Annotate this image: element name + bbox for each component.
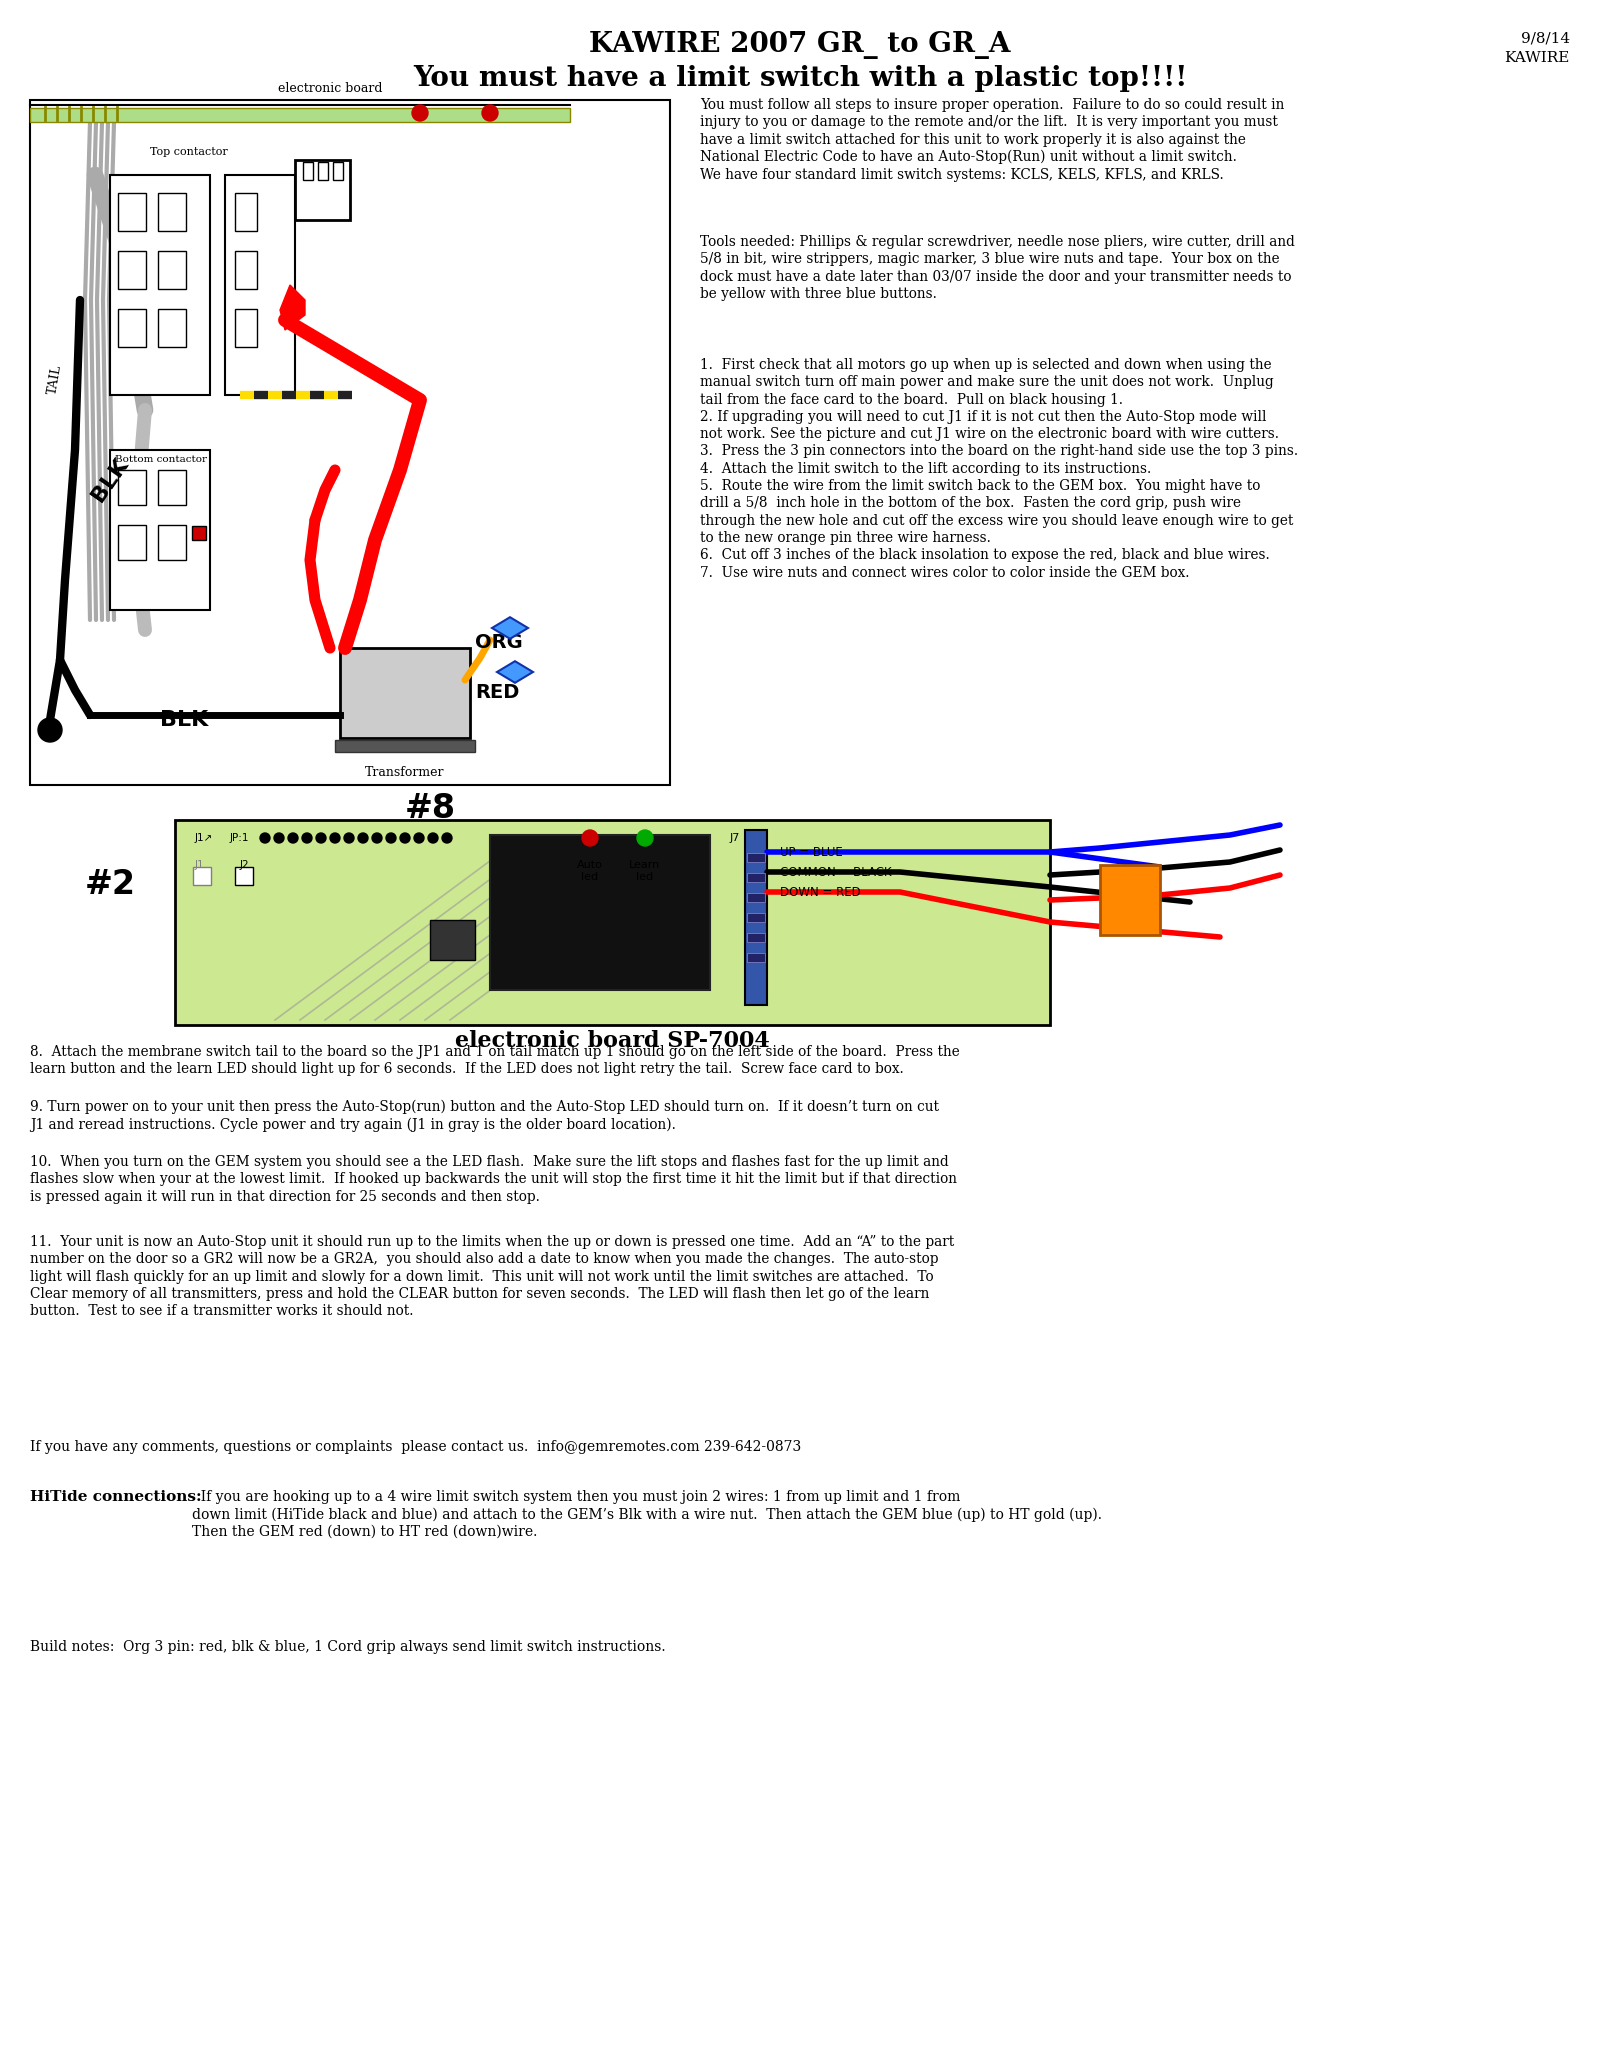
Text: TAIL: TAIL xyxy=(46,364,64,395)
Bar xyxy=(110,449,210,611)
Bar xyxy=(192,526,206,540)
Bar xyxy=(118,470,146,505)
Bar xyxy=(490,834,710,989)
Bar xyxy=(118,193,146,232)
Text: You must follow all steps to insure proper operation.  Failure to do so could re: You must follow all steps to insure prop… xyxy=(701,97,1285,182)
Bar xyxy=(339,648,470,739)
Bar xyxy=(30,99,670,785)
Polygon shape xyxy=(498,660,533,683)
Text: Learn
led: Learn led xyxy=(629,859,661,882)
Circle shape xyxy=(637,830,653,847)
Text: BLK: BLK xyxy=(88,455,133,505)
Bar xyxy=(294,159,350,219)
Bar xyxy=(747,874,765,882)
Circle shape xyxy=(259,832,270,842)
Text: UP = BLUE: UP = BLUE xyxy=(781,845,843,859)
Bar xyxy=(334,739,475,751)
Circle shape xyxy=(317,832,326,842)
Text: KAWIRE 2007 GR_ to GR_A: KAWIRE 2007 GR_ to GR_A xyxy=(589,31,1011,60)
Text: BLK: BLK xyxy=(160,710,208,731)
Polygon shape xyxy=(493,617,528,640)
Circle shape xyxy=(302,832,312,842)
Circle shape xyxy=(344,832,354,842)
Circle shape xyxy=(288,832,298,842)
Bar xyxy=(302,161,314,180)
Text: Top contactor: Top contactor xyxy=(150,147,227,157)
Circle shape xyxy=(442,832,453,842)
Bar xyxy=(235,867,253,886)
Text: ORG: ORG xyxy=(475,633,523,652)
Circle shape xyxy=(38,718,62,741)
Bar xyxy=(235,250,258,290)
Text: Bottom contactor: Bottom contactor xyxy=(115,455,206,464)
Text: J1↗: J1↗ xyxy=(195,832,213,842)
Bar xyxy=(747,892,765,903)
Text: JP:1: JP:1 xyxy=(230,832,250,842)
Text: You must have a limit switch with a plastic top!!!!: You must have a limit switch with a plas… xyxy=(413,64,1187,91)
Bar xyxy=(746,830,766,1006)
Text: 11.  Your unit is now an Auto-Stop unit it should run up to the limits when the : 11. Your unit is now an Auto-Stop unit i… xyxy=(30,1236,954,1319)
Bar xyxy=(747,934,765,942)
Bar xyxy=(235,193,258,232)
Bar xyxy=(333,161,342,180)
Text: Transformer: Transformer xyxy=(365,766,445,778)
Bar xyxy=(226,176,294,395)
Text: If you are hooking up to a 4 wire limit switch system then you must join 2 wires: If you are hooking up to a 4 wire limit … xyxy=(192,1490,1102,1540)
Text: 8.  Attach the membrane switch tail to the board so the JP1 and 1 on tail match : 8. Attach the membrane switch tail to th… xyxy=(30,1045,960,1076)
Bar xyxy=(194,867,211,886)
Text: J7: J7 xyxy=(730,832,741,842)
Text: 10.  When you turn on the GEM system you should see a the LED flash.  Make sure : 10. When you turn on the GEM system you … xyxy=(30,1155,957,1203)
Bar xyxy=(747,853,765,861)
Circle shape xyxy=(582,830,598,847)
Text: DOWN = RED: DOWN = RED xyxy=(781,886,861,898)
Circle shape xyxy=(371,832,382,842)
Circle shape xyxy=(330,832,339,842)
Text: If you have any comments, questions or complaints  please contact us.  info@gemr: If you have any comments, questions or c… xyxy=(30,1441,802,1453)
Text: RED: RED xyxy=(475,683,520,702)
Text: J1: J1 xyxy=(195,859,205,869)
Circle shape xyxy=(274,832,285,842)
Bar xyxy=(235,308,258,348)
Circle shape xyxy=(482,106,498,120)
Bar xyxy=(110,176,210,395)
Bar xyxy=(318,161,328,180)
Text: electronic board: electronic board xyxy=(278,83,382,95)
Circle shape xyxy=(386,832,397,842)
Bar xyxy=(1101,865,1160,936)
Bar xyxy=(118,250,146,290)
Bar xyxy=(158,526,186,561)
Bar xyxy=(158,250,186,290)
Text: #2: #2 xyxy=(85,869,136,903)
Text: J2: J2 xyxy=(240,859,250,869)
Bar xyxy=(158,470,186,505)
Text: Build notes:  Org 3 pin: red, blk & blue, 1 Cord grip always send limit switch i: Build notes: Org 3 pin: red, blk & blue,… xyxy=(30,1639,666,1654)
Text: electronic board SP-7004: electronic board SP-7004 xyxy=(454,1031,770,1052)
Bar xyxy=(747,913,765,921)
Bar xyxy=(158,308,186,348)
Circle shape xyxy=(358,832,368,842)
Text: 1.  First check that all motors go up when up is selected and down when using th: 1. First check that all motors go up whe… xyxy=(701,358,1298,580)
Bar xyxy=(158,193,186,232)
Text: #8: #8 xyxy=(405,791,456,824)
Bar xyxy=(747,952,765,963)
Text: HiTide connections:: HiTide connections: xyxy=(30,1490,202,1505)
Circle shape xyxy=(429,832,438,842)
Bar xyxy=(118,308,146,348)
Text: 9/8/14: 9/8/14 xyxy=(1522,31,1570,46)
Bar xyxy=(118,526,146,561)
Text: Auto
led: Auto led xyxy=(578,859,603,882)
Bar xyxy=(174,820,1050,1025)
Circle shape xyxy=(413,106,429,120)
Circle shape xyxy=(414,832,424,842)
Circle shape xyxy=(400,832,410,842)
Bar xyxy=(430,919,475,960)
Bar xyxy=(30,108,570,122)
Text: 9. Turn power on to your unit then press the Auto-Stop(run) button and the Auto-: 9. Turn power on to your unit then press… xyxy=(30,1099,939,1132)
Text: COMMON = BLACK: COMMON = BLACK xyxy=(781,865,891,878)
Text: KAWIRE: KAWIRE xyxy=(1504,52,1570,64)
Text: #3: #3 xyxy=(1104,863,1155,896)
Polygon shape xyxy=(280,286,306,329)
Text: Tools needed: Phillips & regular screwdriver, needle nose pliers, wire cutter, d: Tools needed: Phillips & regular screwdr… xyxy=(701,236,1294,300)
